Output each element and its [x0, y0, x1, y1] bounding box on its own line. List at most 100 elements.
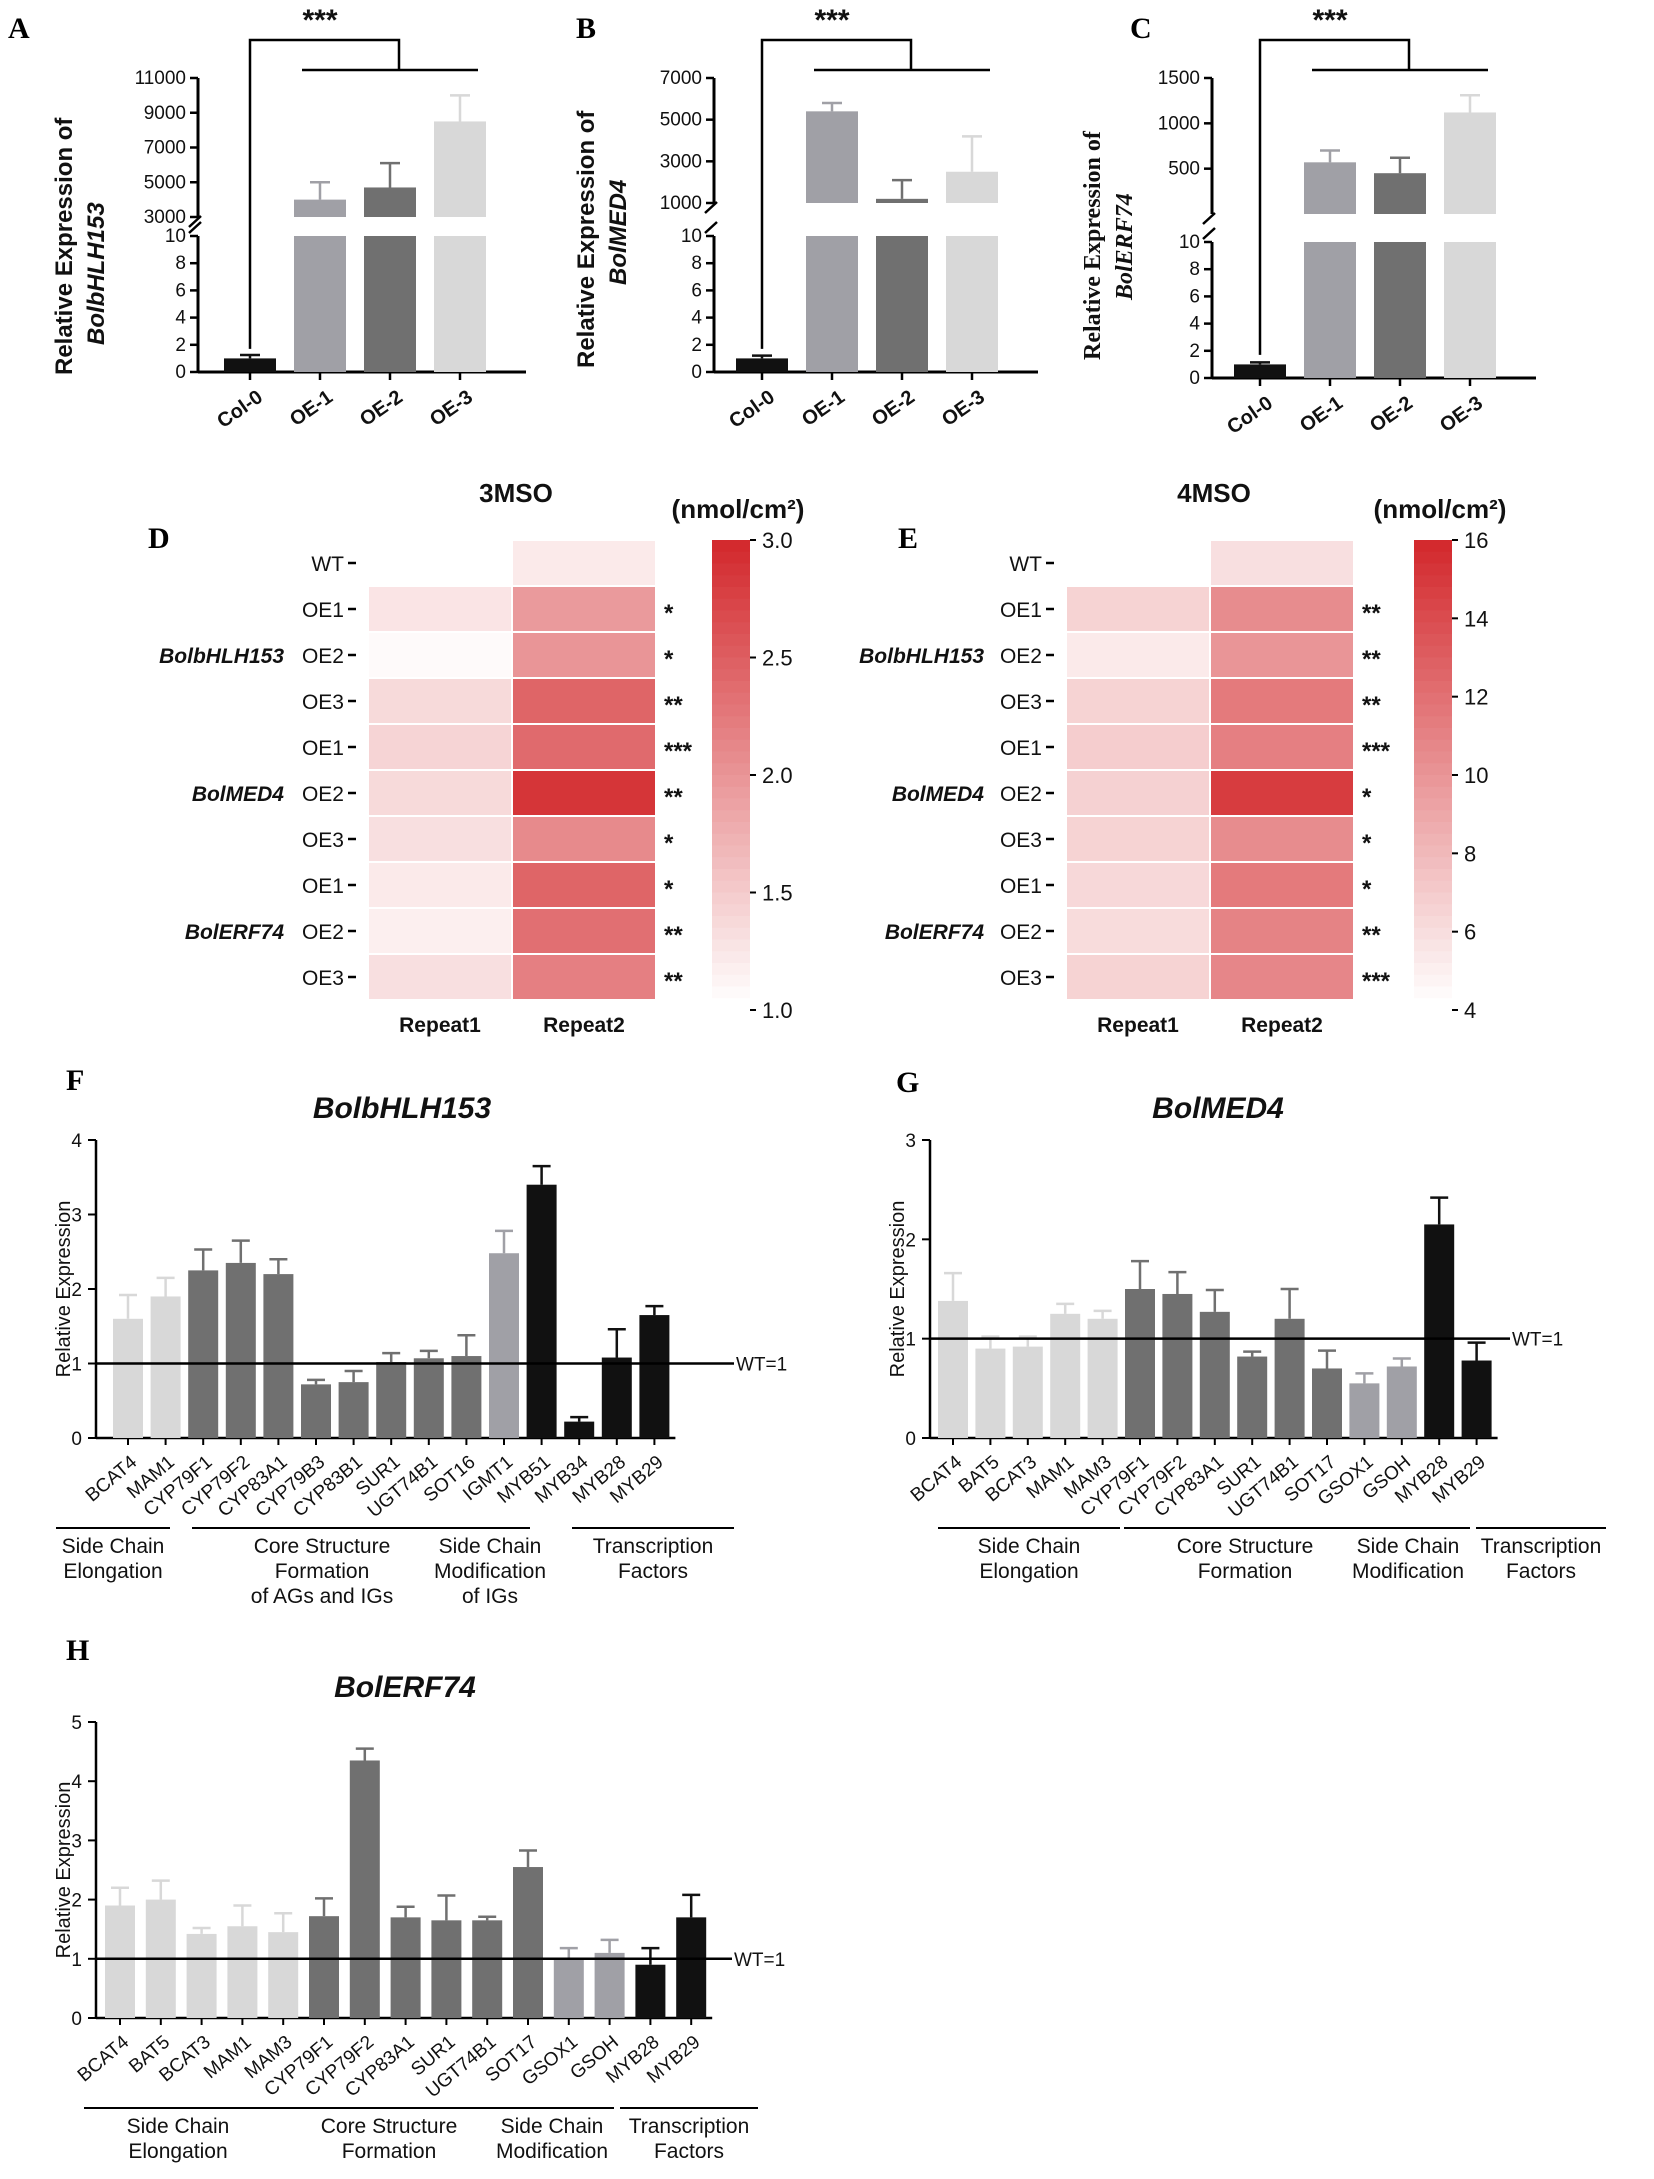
panel-b-category-label: OE-1 [798, 386, 849, 431]
panel-b-tick-label: 8 [691, 253, 702, 274]
panel-c-error-bar [1390, 156, 1410, 174]
panel-h-error-bar [641, 1946, 660, 1965]
panel-e-cell [1065, 723, 1211, 771]
panel-e-colorbar-segment [1414, 798, 1452, 811]
panel-f-y-tick-label: 0 [71, 1429, 82, 1450]
panel-e-colorbar-segment [1414, 939, 1452, 952]
panel-d-cell [511, 861, 657, 909]
panel-e-colorbar-tick-label: 12 [1464, 685, 1488, 710]
panel-f-bar-myb29 [639, 1315, 670, 1438]
panel-h-error-bar [437, 1894, 456, 1921]
panel-d-cell [511, 677, 657, 725]
panel-d-colorbar-segment [712, 798, 750, 811]
panel-e-colorbar-segment [1414, 963, 1452, 976]
panel-f-error-bar [645, 1304, 664, 1316]
panel-g-bar-gsoh [1386, 1366, 1417, 1438]
panel-h-y-tick-label: 1 [71, 1950, 82, 1971]
panel-a-tick-label: 5000 [144, 172, 186, 193]
panel-g-bar-sot17 [1312, 1368, 1342, 1438]
panel-a-significance-bracket [248, 38, 478, 349]
panel-d-row-significance: * [664, 876, 674, 903]
panel-f-error-bar [231, 1239, 250, 1263]
panel-c-tick-label: 8 [1189, 259, 1200, 280]
panel-h-error-bar [396, 1905, 415, 1918]
panel-h-bar-bcat4 [105, 1905, 135, 2018]
panel-e-cell [1209, 677, 1355, 725]
panel-d-cell [511, 769, 657, 817]
panel-e-colorbar-segment [1414, 810, 1452, 823]
panel-f-bar-igmt1 [489, 1253, 519, 1438]
panel-g-bar-gsox1 [1349, 1383, 1380, 1438]
panel-c-tick-label: 4 [1189, 314, 1200, 335]
panel-d-column-label: Repeat1 [399, 1014, 481, 1037]
panel-e-colorbar-segment [1414, 986, 1452, 999]
panel-b-bar-oe-3-upper [946, 171, 998, 203]
panel-e-colorbar-segment [1414, 575, 1452, 588]
panel-c-bar-oe-2-lower [1374, 242, 1426, 378]
panel-d-colorbar-segment [712, 681, 750, 694]
panel-g-error-bar [944, 1271, 962, 1301]
panel-d-cell [511, 907, 657, 955]
panel-d-colorbar-segment [712, 998, 750, 1011]
panel-e-colorbar-segment [1414, 739, 1452, 753]
panel-h-reference-label: WT=1 [734, 1950, 785, 1971]
panel-b-significance-stars: *** [814, 4, 849, 37]
panel-a-tick-label: 0 [175, 362, 186, 383]
panel-d-colorbar-segment [712, 939, 750, 952]
panel-g-group-label-line2: Elongation [979, 1560, 1078, 1583]
panel-b-error-bar [892, 178, 912, 199]
panel-e-cell [1065, 631, 1211, 679]
panel-g-error-bar [1205, 1288, 1224, 1312]
panel-g-bar-cyp83a1 [1199, 1311, 1230, 1438]
panel-a-error-bar [380, 161, 400, 188]
panel-d-column-label: Repeat2 [543, 1014, 625, 1037]
panel-e-cell [1209, 861, 1355, 909]
panel-e-colorbar-segment [1414, 681, 1452, 694]
panel-f-title: BolbHLH153 [313, 1092, 492, 1125]
panel-e-cell [1065, 861, 1211, 909]
panel-a-error-bar [240, 353, 260, 359]
panel-e-cell [1065, 815, 1211, 863]
panel-e-row-significance: ** [1362, 922, 1381, 949]
panel-a-tick-label: 2 [175, 335, 186, 356]
panel-e-colorbar-segment [1414, 540, 1452, 553]
panel-e-colorbar-segment [1414, 880, 1452, 894]
panel-g-ylabel: Relative Expression [887, 1201, 909, 1378]
panel-a-error-bar [450, 94, 470, 122]
panel-g-group-label-line2: Factors [1506, 1560, 1576, 1583]
panel-h-bar-cyp83a1 [390, 1917, 421, 2018]
panel-d-row-label: OE1 [302, 599, 344, 622]
panel-d-colorbar-segment [712, 598, 750, 612]
panel-f-group-label-line1: Side Chain [62, 1535, 165, 1558]
panel-e-colorbar-segment [1414, 716, 1452, 729]
panel-f-bar-myb51 [526, 1184, 557, 1438]
panel-d-group-label: BolERF74 [185, 921, 285, 944]
panel-e-colorbar-tick-label: 16 [1464, 528, 1488, 553]
panel-d-cell [367, 907, 513, 955]
panel-e-cell [1209, 769, 1355, 817]
panel-h-bar-ugt74b1 [472, 1920, 503, 2018]
panel-d-row-label: OE2 [302, 645, 344, 668]
panel-h-ylabel: Relative Expression [53, 1782, 75, 1959]
panel-e-row-label: OE2 [1000, 645, 1042, 668]
panel-e-colorbar-segment [1414, 634, 1452, 647]
panel-d-colorbar-segment [712, 610, 750, 623]
panel-g-group-label-line1: Transcription [1481, 1535, 1602, 1558]
panel-e-cell [1209, 815, 1355, 863]
panel-h-error-bar [682, 1893, 701, 1918]
panel-d-colorbar-segment [712, 845, 750, 858]
panel-h-category-label: BCAT4 [74, 2031, 134, 2086]
panel-g-y-tick-label: 1 [905, 1330, 916, 1351]
panel-d-cell [367, 769, 513, 817]
panel-h-error-bar [111, 1886, 129, 1906]
panel-h-bar-myb29 [676, 1917, 707, 2018]
panel-e-row-significance: * [1362, 876, 1372, 903]
panel-h-error-bar [478, 1915, 497, 1921]
panel-d-colorbar-segment [712, 916, 750, 929]
panel-b-bar-oe-1-upper [806, 111, 858, 203]
panel-d-colorbar-segment [712, 927, 750, 941]
panel-e-colorbar-segment [1414, 857, 1452, 870]
panel-b-tick-label: 5000 [660, 110, 702, 131]
panel-a-bar-oe-3-upper [434, 121, 486, 217]
